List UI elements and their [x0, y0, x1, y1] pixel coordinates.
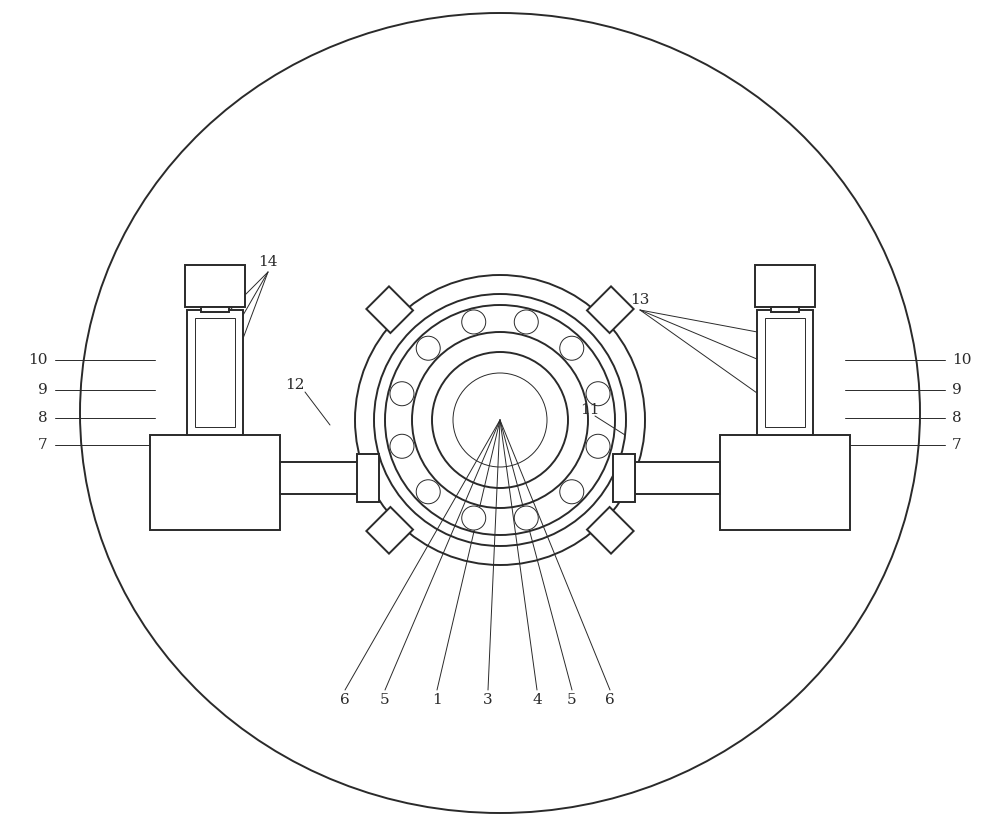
Bar: [635, 462, 720, 494]
Bar: [201, 307, 229, 312]
Polygon shape: [587, 507, 634, 553]
Circle shape: [390, 382, 414, 406]
Circle shape: [560, 480, 584, 504]
Bar: [765, 318, 805, 427]
Text: 8: 8: [38, 411, 48, 425]
Bar: [187, 310, 243, 435]
Bar: [357, 454, 379, 502]
Circle shape: [586, 382, 610, 406]
Text: 6: 6: [340, 693, 350, 707]
Text: 10: 10: [952, 353, 972, 367]
Circle shape: [514, 506, 538, 530]
Text: 9: 9: [38, 383, 48, 397]
Text: 13: 13: [630, 293, 650, 307]
Bar: [150, 435, 280, 530]
Bar: [757, 310, 813, 435]
Bar: [185, 265, 245, 307]
Bar: [755, 265, 815, 307]
Circle shape: [416, 480, 440, 504]
Text: 3: 3: [483, 693, 493, 707]
Text: 6: 6: [605, 693, 615, 707]
Text: 12: 12: [285, 378, 305, 392]
Bar: [720, 435, 850, 530]
Circle shape: [390, 434, 414, 458]
Polygon shape: [366, 507, 413, 553]
Circle shape: [462, 506, 486, 530]
Text: 11: 11: [580, 403, 600, 417]
Text: 7: 7: [952, 438, 962, 452]
Text: 1: 1: [432, 693, 442, 707]
Polygon shape: [366, 286, 413, 333]
Bar: [771, 307, 799, 312]
Circle shape: [586, 434, 610, 458]
Text: 9: 9: [952, 383, 962, 397]
Text: 5: 5: [380, 693, 390, 707]
Text: 7: 7: [38, 438, 48, 452]
Bar: [280, 462, 365, 494]
Text: 4: 4: [532, 693, 542, 707]
Text: 10: 10: [28, 353, 48, 367]
Bar: [613, 454, 635, 502]
Circle shape: [560, 337, 584, 361]
Circle shape: [462, 310, 486, 334]
Polygon shape: [587, 286, 634, 333]
Bar: [195, 318, 235, 427]
Text: 14: 14: [258, 255, 278, 269]
Circle shape: [514, 310, 538, 334]
Circle shape: [416, 337, 440, 361]
Text: 8: 8: [952, 411, 962, 425]
Text: 5: 5: [567, 693, 577, 707]
